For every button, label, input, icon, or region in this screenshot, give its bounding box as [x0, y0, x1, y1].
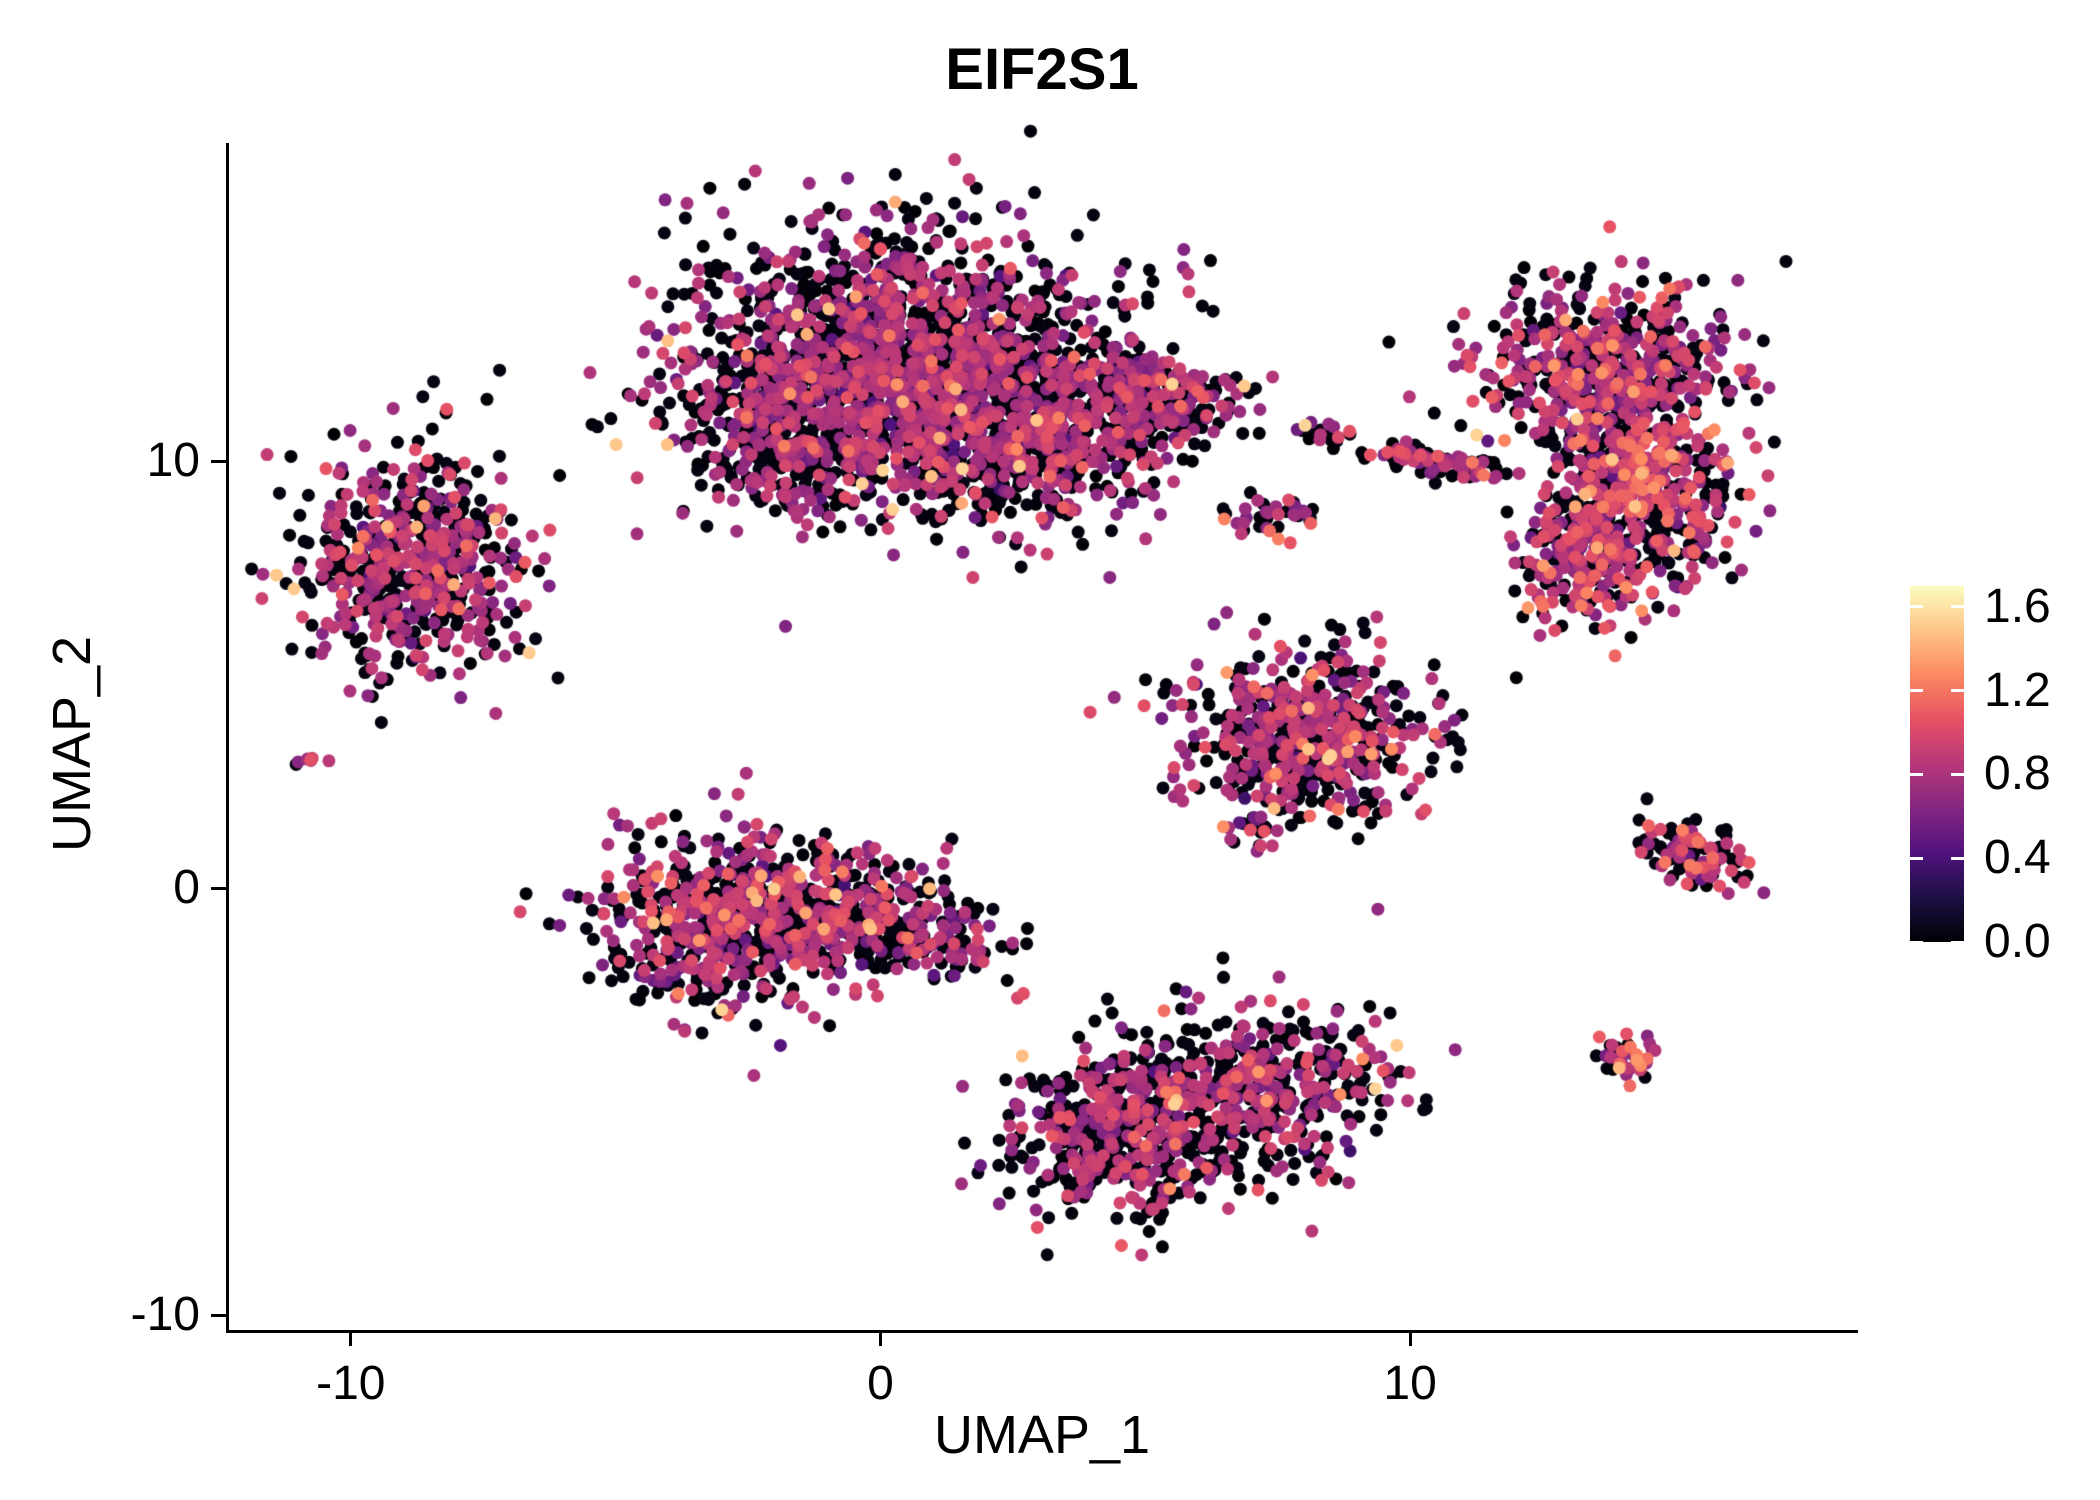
x-tick-label: 10	[1383, 1357, 1437, 1410]
colorbar-tick-mark	[1910, 689, 1923, 693]
colorbar-tick-mark	[1910, 772, 1923, 776]
colorbar-tick-mark	[1951, 689, 1964, 693]
x-tick-mark	[349, 1331, 353, 1346]
y-tick-label: 10	[146, 434, 200, 488]
colorbar-tick-mark	[1910, 856, 1923, 860]
colorbar-tick-label: 0.4	[1984, 831, 2051, 885]
colorbar-tick-label: 0.8	[1984, 747, 2051, 801]
y-tick-mark	[211, 459, 226, 463]
plot-title: EIF2S1	[945, 37, 1139, 102]
y-tick-label: 0	[173, 861, 200, 915]
y-axis-line	[226, 143, 229, 1333]
colorbar-gradient	[1910, 586, 1964, 942]
colorbar-tick-mark	[1951, 940, 1964, 944]
y-tick-mark	[211, 1313, 226, 1317]
x-tick-mark	[1408, 1331, 1412, 1346]
x-tick-label: 0	[867, 1357, 894, 1410]
colorbar-tick-label: 1.6	[1984, 579, 2051, 633]
x-axis-line	[226, 1330, 1858, 1333]
y-axis-title: UMAP_2	[42, 635, 102, 853]
colorbar-tick-mark	[1910, 940, 1923, 944]
colorbar-tick-mark	[1951, 605, 1964, 609]
x-axis-title: UMAP_1	[933, 1405, 1151, 1465]
y-tick-mark	[211, 886, 226, 890]
colorbar-tick-mark	[1951, 856, 1964, 860]
colorbar-tick-mark	[1951, 772, 1964, 776]
colorbar-tick-label: 0.0	[1984, 915, 2051, 968]
colorbar-tick-mark	[1910, 605, 1923, 609]
y-tick-label: -10	[130, 1288, 200, 1342]
x-tick-label: -10	[316, 1357, 386, 1410]
colorbar-tick-label: 1.2	[1984, 663, 2051, 717]
x-tick-mark	[878, 1331, 882, 1346]
